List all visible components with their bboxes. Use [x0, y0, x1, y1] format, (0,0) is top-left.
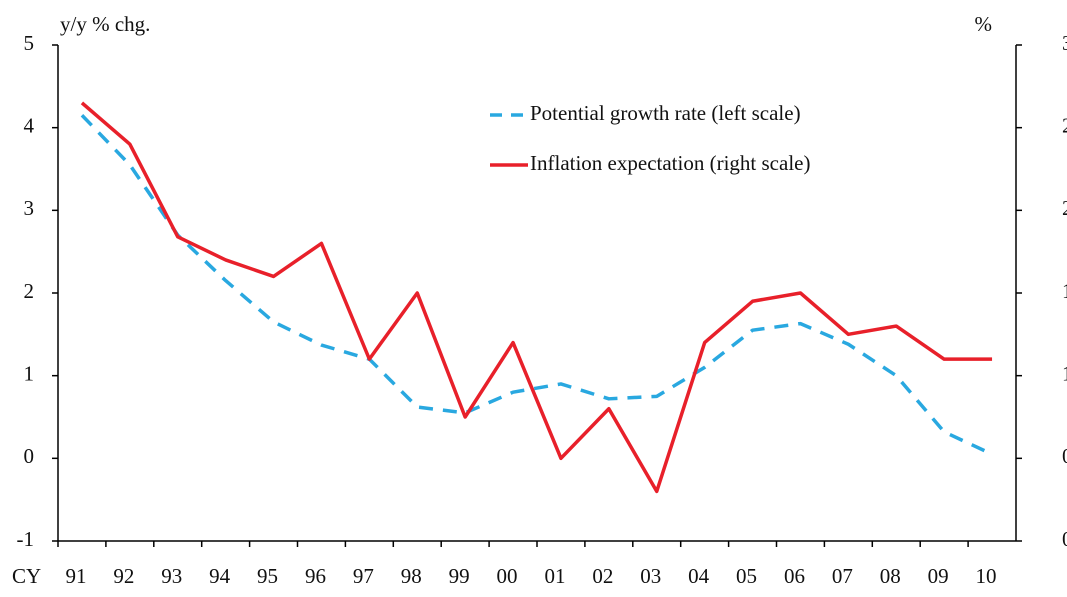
y-axis-label: y/y % chg. — [60, 12, 150, 36]
series-line — [80, 114, 993, 456]
x-tick-label: 07 — [832, 564, 853, 588]
y2-tick-label: 3.0 — [1062, 31, 1067, 55]
x-tick-label: 97 — [353, 564, 374, 588]
x-tick-label: 96 — [305, 564, 326, 588]
x-tick-label: 04 — [688, 564, 710, 588]
y2-tick-label: 1.5 — [1062, 279, 1067, 303]
x-tick-label: 02 — [592, 564, 613, 588]
x-axis-label: CY — [12, 564, 41, 588]
y2-tick-label: 0.0 — [1062, 527, 1067, 551]
x-tick-label: 09 — [928, 564, 949, 588]
y2-tick-label: 1.0 — [1062, 361, 1067, 385]
series-line — [80, 101, 993, 494]
x-tick-label: 99 — [449, 564, 470, 588]
legend-label: Inflation expectation (right scale) — [530, 151, 810, 175]
y-tick-label: 1 — [24, 361, 35, 385]
legend-label: Potential growth rate (left scale) — [530, 101, 801, 125]
x-tick-label: 93 — [161, 564, 182, 588]
x-tick-label: 03 — [640, 564, 661, 588]
y-tick-label: 2 — [24, 279, 35, 303]
y-tick-label: 4 — [24, 113, 35, 137]
x-tick-label: 00 — [497, 564, 518, 588]
x-tick-label: 10 — [976, 564, 997, 588]
y-tick-label: -1 — [17, 527, 35, 551]
x-tick-label: 92 — [113, 564, 134, 588]
x-tick-label: 98 — [401, 564, 422, 588]
y2-tick-label: 0.5 — [1062, 444, 1067, 468]
y-tick-label: 5 — [24, 31, 35, 55]
x-tick-label: 95 — [257, 564, 278, 588]
x-tick-label: 05 — [736, 564, 757, 588]
y2-axis-label: % — [975, 12, 993, 36]
x-tick-label: 01 — [544, 564, 565, 588]
x-tick-label: 08 — [880, 564, 901, 588]
x-tick-label: 94 — [209, 564, 231, 588]
y2-tick-label: 2.0 — [1062, 196, 1067, 220]
y-tick-label: 3 — [24, 196, 35, 220]
y-tick-label: 0 — [24, 444, 35, 468]
x-tick-label: 91 — [65, 564, 86, 588]
x-tick-label: 06 — [784, 564, 805, 588]
y2-tick-label: 2.5 — [1062, 113, 1067, 137]
